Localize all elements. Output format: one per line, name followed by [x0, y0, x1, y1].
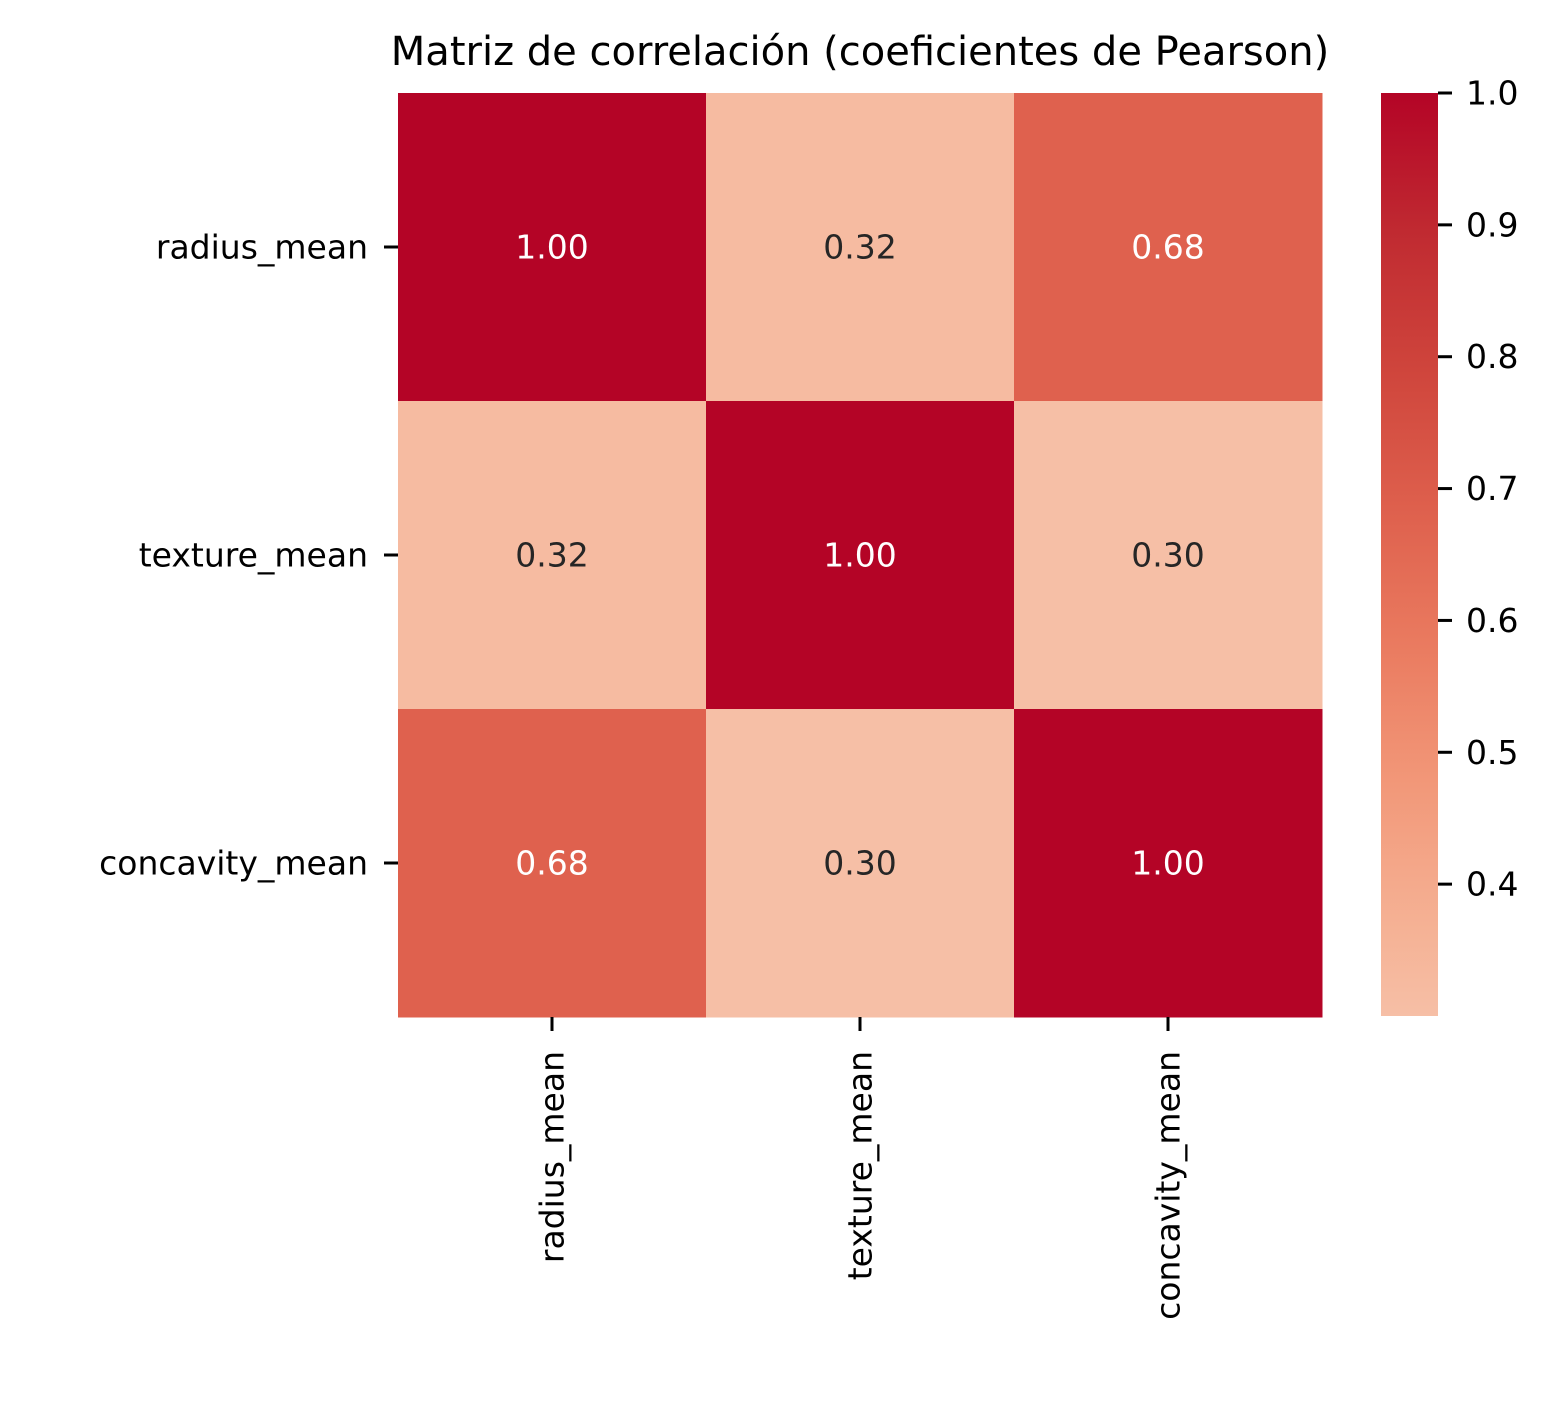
heatmap-cell-concavity-mean-texture-mean: [706, 709, 1015, 1018]
colorbar-ticks: 0.4 0.5 0.6 0.7 0.8 0.9 1.0: [1438, 74, 1518, 904]
x-tick-label: radius_mean: [533, 1051, 572, 1263]
y-axis: radius_mean texture_mean concavity_mean: [99, 228, 398, 883]
y-tick-label: concavity_mean: [99, 844, 368, 883]
colorbar-tick-label: 0.4: [1466, 865, 1518, 904]
y-tick-label: radius_mean: [156, 228, 368, 267]
colorbar-gradient: [1381, 93, 1438, 1016]
heatmap-cell-texture-mean-concavity-mean: [1014, 401, 1323, 710]
colorbar-tick-label: 0.8: [1466, 337, 1518, 376]
cell-value-label: 0.68: [515, 844, 588, 883]
cell-value-label: 0.30: [1131, 536, 1204, 575]
heatmap-cells: [398, 93, 1323, 1018]
heatmap-cell-radius-mean-texture-mean: [706, 93, 1015, 402]
colorbar-tick-label: 0.5: [1466, 733, 1518, 772]
cell-value-label: 0.68: [1131, 228, 1204, 267]
colorbar: 0.4 0.5 0.6 0.7 0.8 0.9 1.0: [1381, 74, 1518, 1016]
x-tick-label: concavity_mean: [1149, 1051, 1188, 1320]
colorbar-tick-label: 0.9: [1466, 205, 1518, 244]
colorbar-tick-label: 0.7: [1466, 469, 1518, 508]
heatmap-cell-radius-mean-radius-mean: [398, 93, 707, 402]
cell-value-label: 0.30: [823, 844, 896, 883]
heatmap-cell-texture-mean-radius-mean: [398, 401, 707, 710]
x-axis: radius_mean texture_mean concavity_mean: [533, 1017, 1188, 1320]
heatmap-cell-concavity-mean-radius-mean: [398, 709, 707, 1018]
heatmap-cell-texture-mean-texture-mean: [706, 401, 1015, 710]
x-tick-label: texture_mean: [841, 1051, 880, 1280]
cell-value-label: 0.32: [515, 536, 588, 575]
colorbar-tick-label: 0.6: [1466, 601, 1518, 640]
cell-value-label: 0.32: [823, 228, 896, 267]
heatmap-cell-radius-mean-concavity-mean: [1014, 93, 1323, 402]
y-tick-label: texture_mean: [139, 536, 368, 575]
cell-value-label: 1.00: [515, 228, 588, 267]
heatmap-cell-concavity-mean-concavity-mean: [1014, 709, 1323, 1018]
colorbar-tick-label: 1.0: [1466, 74, 1518, 113]
heatmap-cell-labels: 1.00 0.32 0.68 0.32 1.00 0.30 0.68 0.30 1.00: [515, 228, 1204, 883]
cell-value-label: 1.00: [1131, 844, 1204, 883]
chart-title: Matriz de correlación (coeficientes de P…: [391, 29, 1329, 75]
cell-value-label: 1.00: [823, 536, 896, 575]
